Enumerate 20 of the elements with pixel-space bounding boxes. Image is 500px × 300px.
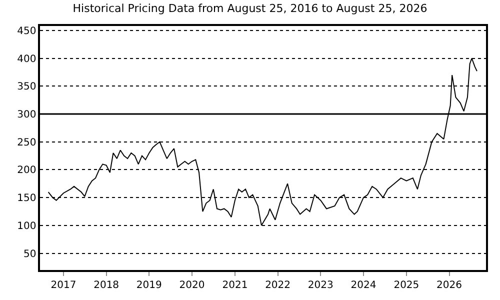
x-tick-label: 2017 (50, 280, 76, 291)
chart-title: Historical Pricing Data from August 25, 2016 to August 25, 2026 (72, 2, 428, 16)
y-tick-label: 150 (17, 193, 36, 204)
x-tick-label: 2020 (179, 280, 205, 291)
y-tick-label: 100 (17, 220, 36, 232)
y-tick-label: 350 (17, 82, 36, 93)
y-tick-label: 300 (17, 110, 36, 121)
y-tick-label: 250 (17, 137, 36, 148)
y-tick-label: 200 (17, 165, 36, 176)
x-tick-label: 2019 (136, 280, 162, 291)
x-tick-label: 2023 (308, 280, 334, 291)
x-tick-label: 2022 (265, 280, 291, 291)
y-tick-label: 450 (17, 26, 36, 37)
x-tick-label: 2021 (222, 280, 248, 291)
x-tick-label: 2024 (350, 280, 376, 291)
x-tick-label: 2026 (436, 280, 462, 291)
y-tick-label: 400 (17, 54, 36, 65)
x-tick-label: 2018 (94, 280, 120, 291)
x-tick-label: 2025 (394, 280, 420, 291)
y-tick-label: 50 (24, 248, 36, 260)
